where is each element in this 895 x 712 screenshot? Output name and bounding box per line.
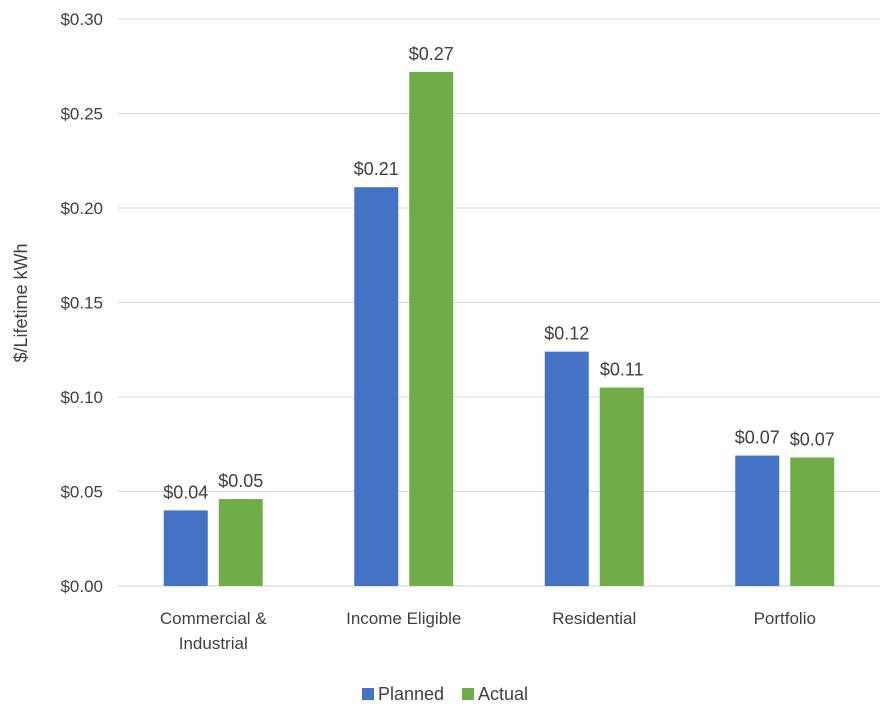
legend-swatch-planned — [362, 688, 374, 700]
data-label: $0.07 — [790, 429, 835, 449]
data-label: $0.05 — [218, 471, 263, 491]
y-tick-label: $0.30 — [60, 10, 103, 29]
x-tick-label: Portfolio — [754, 609, 816, 628]
y-tick-label: $0.15 — [60, 294, 103, 313]
data-label: $0.11 — [600, 360, 644, 380]
data-label: $0.21 — [354, 159, 399, 179]
bar-actual — [599, 387, 644, 586]
legend: Planned Actual — [362, 684, 528, 704]
y-tick-label: $0.00 — [60, 577, 103, 596]
x-axis-ticks: Commercial & Industrial Income Eligible Res… — [160, 609, 816, 653]
gridlines — [118, 18, 880, 587]
bar-actual — [409, 71, 454, 587]
x-tick-label: Income Eligible — [346, 609, 461, 628]
bars — [163, 71, 835, 587]
x-tick-label: Commercial & — [160, 609, 267, 628]
legend-label-planned: Planned — [378, 684, 444, 704]
y-axis-ticks: $0.00 $0.05 $0.10 $0.15 $0.20 $0.25 $0.30 — [60, 10, 103, 596]
data-label: $0.07 — [735, 428, 780, 448]
bar-actual — [790, 457, 835, 586]
y-tick-label: $0.10 — [60, 388, 103, 407]
x-tick-label: Residential — [552, 609, 636, 628]
y-axis-label: $/Lifetime kWh — [11, 243, 31, 362]
y-tick-label: $0.25 — [60, 105, 103, 124]
y-tick-label: $0.05 — [60, 483, 103, 502]
data-label: $0.04 — [163, 482, 208, 502]
bar-planned — [735, 455, 780, 586]
x-tick-label: Industrial — [179, 634, 248, 653]
data-label: $0.27 — [409, 44, 454, 64]
bar-planned — [163, 510, 208, 586]
data-labels: $0.04 $0.05 $0.21 $0.27 $0.12 $0.11 $0.07 $0.07 — [163, 44, 835, 502]
bar-actual — [218, 499, 263, 586]
legend-label-actual: Actual — [478, 684, 528, 704]
y-tick-label: $0.20 — [60, 199, 103, 218]
legend-swatch-actual — [462, 688, 474, 700]
data-label: $0.12 — [544, 324, 589, 344]
bar-planned — [354, 187, 399, 586]
bar-planned — [544, 351, 589, 586]
